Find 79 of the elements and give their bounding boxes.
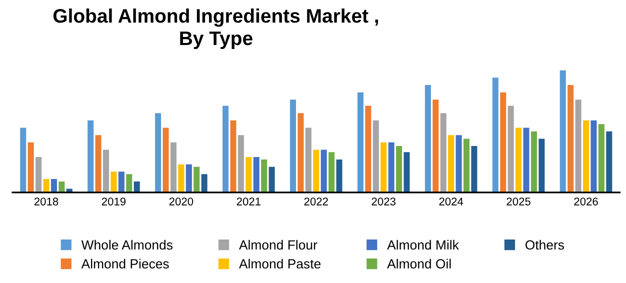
bar — [365, 106, 372, 192]
bar — [134, 181, 140, 192]
bar — [456, 135, 462, 192]
bar — [186, 164, 192, 192]
bar — [568, 85, 574, 192]
bar — [201, 174, 208, 192]
bar — [432, 100, 439, 192]
x-tick-label: 2024 — [439, 198, 464, 206]
bar — [448, 135, 454, 192]
bar — [530, 131, 537, 192]
bar — [88, 120, 94, 192]
x-tick-label: 2018 — [34, 198, 58, 206]
bar — [103, 150, 110, 192]
bar — [170, 142, 176, 192]
bar — [58, 181, 65, 192]
x-tick-label: 2019 — [102, 198, 126, 206]
x-tick-label: 2023 — [372, 198, 396, 206]
bar — [313, 150, 320, 192]
legend-label: Almond Oil — [387, 258, 451, 269]
x-tick-label: 2025 — [506, 198, 530, 206]
bar — [268, 166, 275, 192]
bar — [320, 150, 327, 192]
bar — [357, 92, 364, 192]
bar — [126, 174, 132, 192]
bar — [298, 113, 304, 192]
bar — [424, 85, 431, 192]
bar — [36, 157, 42, 192]
legend-label: Others — [526, 240, 564, 250]
bar — [50, 179, 57, 192]
bar — [560, 70, 566, 192]
bar — [162, 128, 169, 192]
bar — [43, 179, 50, 192]
bar — [246, 157, 252, 192]
bar — [590, 120, 597, 192]
bar — [110, 172, 117, 192]
bar — [178, 164, 184, 192]
bar — [508, 106, 514, 192]
bar — [523, 128, 530, 192]
bar — [500, 92, 506, 192]
bar — [396, 146, 402, 192]
bar — [28, 142, 34, 192]
bar — [230, 120, 236, 192]
x-tick-label: 2026 — [574, 198, 598, 206]
bar — [336, 159, 342, 192]
legend-label: Almond Paste — [238, 258, 321, 269]
bar — [328, 152, 335, 192]
bar — [305, 128, 312, 192]
bar — [253, 157, 260, 192]
bar — [440, 113, 446, 192]
bar — [222, 106, 229, 192]
chart-title: Global Almond Ingredients Market , By Type — [53, 8, 378, 50]
legend-label: Almond Pieces — [81, 258, 169, 269]
bar — [388, 142, 394, 192]
bar — [471, 146, 478, 192]
x-tick-label: 2022 — [304, 198, 328, 206]
bar — [380, 142, 387, 192]
bar — [194, 166, 200, 192]
bar — [155, 113, 162, 192]
bar — [463, 138, 470, 192]
bar — [516, 128, 522, 192]
bar — [404, 152, 410, 192]
bar — [95, 135, 102, 192]
bar — [372, 120, 379, 192]
x-tick-label: 2020 — [169, 198, 194, 206]
x-tick-label: 2021 — [236, 198, 260, 206]
bar — [538, 138, 545, 192]
bar — [290, 100, 296, 192]
bar — [575, 100, 582, 192]
legend-label: Almond Flour — [238, 240, 318, 250]
bar — [118, 172, 124, 192]
bar — [261, 159, 268, 192]
legend-label: Whole Almonds — [81, 240, 173, 250]
legend-label: Almond Milk — [387, 240, 459, 250]
bar — [492, 78, 498, 192]
bar — [598, 124, 604, 192]
bar — [20, 128, 26, 192]
bar — [583, 120, 590, 192]
bar — [238, 135, 244, 192]
bar — [606, 131, 612, 192]
